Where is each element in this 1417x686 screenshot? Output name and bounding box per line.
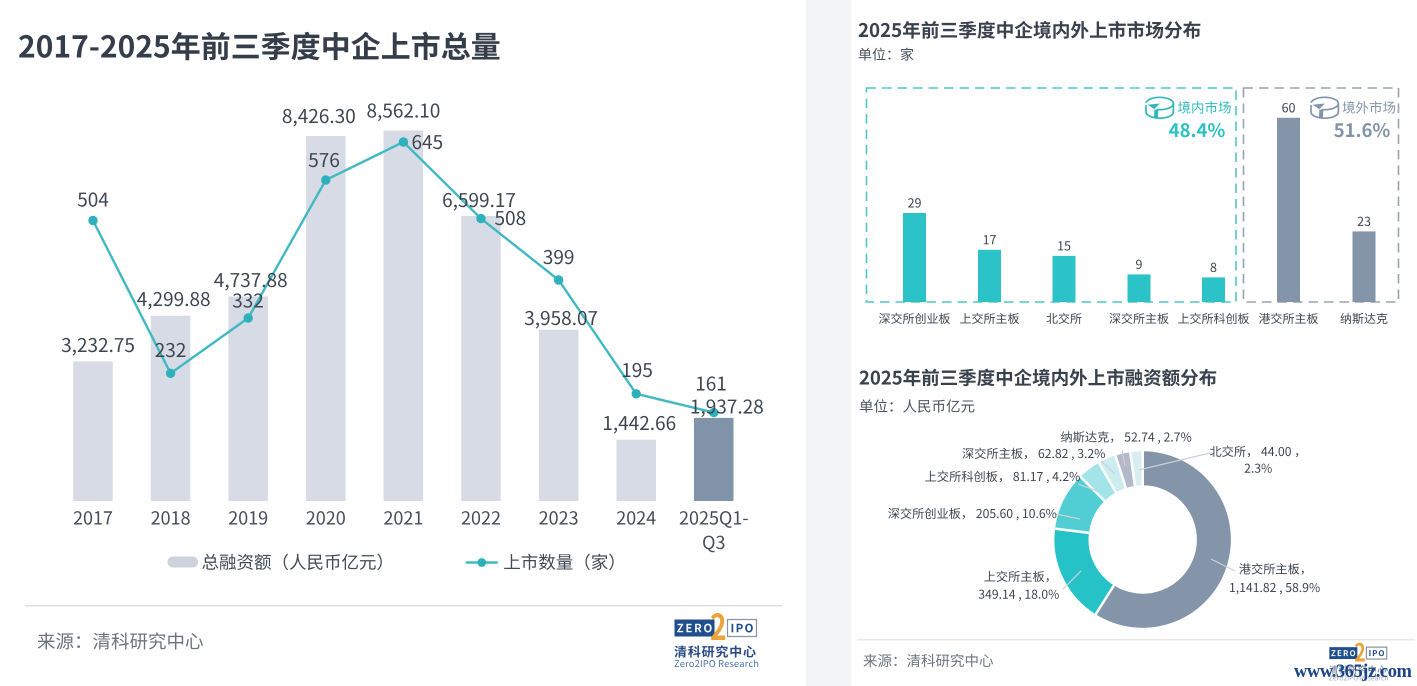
svg-text:www.365jz.com: www.365jz.com <box>1294 662 1412 682</box>
